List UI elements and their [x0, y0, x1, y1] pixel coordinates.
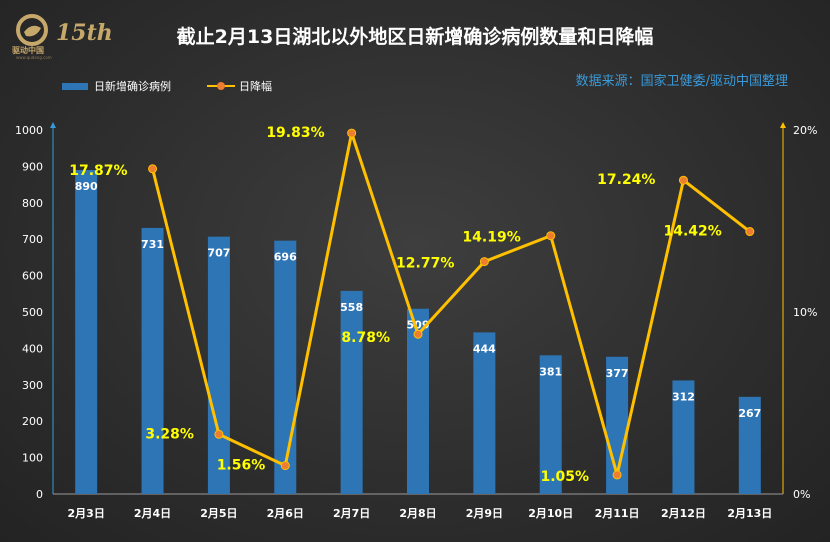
left-axis-tick-label: 300	[22, 379, 43, 392]
chart-title: 截止2月13日湖北以外地区日新增确诊病例数量和日降幅	[176, 26, 654, 48]
line-point	[678, 175, 688, 185]
left-axis-tick-label: 500	[22, 306, 43, 319]
line-point	[214, 429, 224, 439]
left-axis-tick-label: 1000	[15, 124, 43, 137]
left-axis-tick-label: 800	[22, 197, 43, 210]
line-point	[479, 257, 489, 267]
line-data-label: 19.83%	[266, 125, 324, 141]
right-axis-tick-label: 20%	[793, 124, 817, 137]
bar-data-label: 707	[207, 247, 230, 260]
bar	[473, 332, 496, 494]
bar	[407, 308, 429, 494]
line-point	[148, 164, 158, 174]
bar-data-label: 731	[141, 238, 164, 251]
legend-bar-label: 日新增确诊病例	[94, 80, 171, 93]
bar	[340, 290, 363, 494]
bar	[141, 227, 164, 494]
bar	[672, 380, 695, 494]
bar-data-label: 696	[274, 251, 297, 264]
x-axis-tick-label: 2月3日	[68, 507, 105, 520]
logo-brand-text: 驱动中国	[12, 45, 44, 55]
left-axis-tick-label: 600	[22, 270, 43, 283]
logo-emblem-icon	[16, 14, 48, 46]
bar-data-label: 890	[75, 180, 98, 193]
bar-data-label: 558	[340, 301, 363, 314]
line-point	[546, 231, 556, 241]
right-axis-arrow-icon	[780, 122, 786, 128]
legend-line-label: 日降幅	[239, 80, 272, 93]
line-data-label: 17.87%	[69, 163, 127, 179]
bar-data-label: 377	[606, 367, 629, 380]
line-data-label: 14.19%	[462, 230, 520, 246]
logo-anniversary: 15th	[56, 20, 113, 46]
x-axis-tick-label: 2月4日	[134, 507, 171, 520]
legend-line-swatch	[207, 81, 235, 91]
x-axis-tick-label: 2月13日	[727, 507, 772, 520]
right-axis-tick-label: 0%	[793, 488, 810, 501]
line-data-label: 1.05%	[541, 469, 590, 485]
data-source: 数据来源：国家卫健委/驱动中国整理	[575, 74, 788, 89]
bar-data-label: 381	[539, 365, 562, 378]
left-axis-tick-label: 700	[22, 233, 43, 246]
bar-data-label: 444	[473, 342, 496, 355]
logo-site: www.qudong.com	[16, 55, 52, 60]
line-point	[347, 128, 357, 138]
x-axis-tick-label: 2月10日	[528, 507, 573, 520]
chart-legend: 日新增确诊病例 日降幅	[62, 79, 272, 93]
left-axis-tick-label: 900	[22, 160, 43, 173]
bar-data-label: 312	[672, 390, 695, 403]
left-axis-tick-label: 100	[22, 452, 43, 465]
line-data-label: 17.24%	[597, 172, 655, 188]
logo-swoosh-icon	[24, 25, 41, 37]
x-axis-tick-label: 2月11日	[595, 507, 640, 520]
qudong-logo: 15th 驱动中国 www.qudong.com	[12, 14, 113, 60]
line-data-label: 12.77%	[396, 256, 454, 272]
bar	[539, 355, 562, 494]
left-axis-tick-label: 200	[22, 415, 43, 428]
line-data-label: 8.78%	[341, 330, 390, 346]
legend-bar-swatch	[62, 82, 88, 90]
bar	[274, 240, 297, 494]
left-axis-arrow-icon	[50, 122, 56, 128]
bar	[75, 170, 98, 495]
x-axis-tick-label: 2月7日	[333, 507, 370, 520]
x-axis-tick-label: 2月5日	[200, 507, 237, 520]
bar-data-label: 267	[738, 407, 761, 420]
x-axis-tick-label: 2月9日	[466, 507, 503, 520]
line-point	[612, 470, 622, 480]
x-axis-tick-label: 2月8日	[399, 507, 436, 520]
line-series	[151, 131, 751, 477]
bar	[738, 396, 761, 494]
right-axis-tick-label: 10%	[793, 306, 817, 319]
line-data-label: 3.28%	[145, 426, 194, 442]
line-point	[745, 227, 755, 237]
line-point	[280, 461, 290, 471]
x-axis-tick-label: 2月12日	[661, 507, 706, 520]
bar	[207, 236, 230, 495]
left-axis-tick-label: 0	[36, 488, 43, 501]
line-point	[413, 329, 423, 339]
left-axis-tick-label: 400	[22, 342, 43, 355]
line-data-label: 1.56%	[217, 458, 266, 474]
line-data-label: 14.42%	[664, 224, 722, 240]
x-axis-tick-label: 2月6日	[267, 507, 304, 520]
